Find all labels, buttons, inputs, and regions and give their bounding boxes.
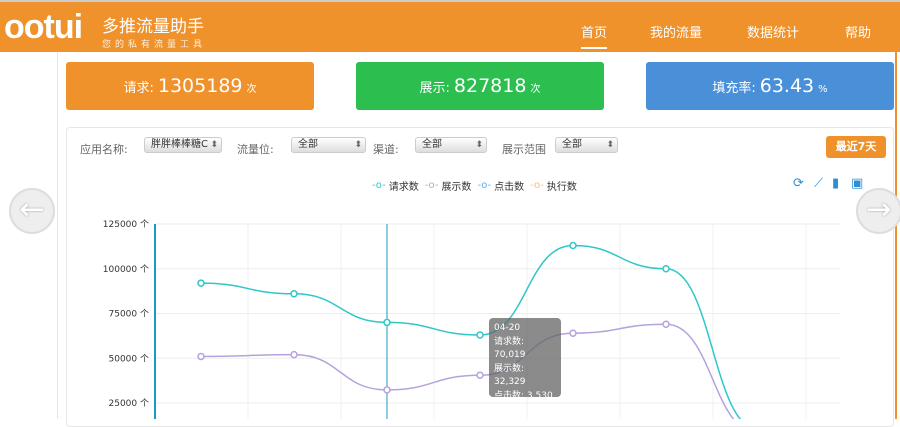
y-tick-label: 100000 个 <box>103 264 149 275</box>
brand: 多推流量助手 您的私有流量工具 <box>102 12 206 50</box>
legend-item[interactable]: -o- 点击数 <box>477 178 524 193</box>
bar-chart-icon[interactable]: ▮ <box>832 176 840 191</box>
channel-label: 渠道: <box>373 143 399 156</box>
stat-requests: 请求: 1305189 次 <box>66 62 314 110</box>
stat-label: 填充率: <box>712 81 756 96</box>
logo[interactable]: ootui <box>4 8 83 46</box>
y-tick-label: 25000 个 <box>109 398 150 409</box>
stat-fill-rate: 填充率: 63.43% <box>646 62 894 110</box>
brand-subtitle: 您的私有流量工具 <box>102 40 207 50</box>
divider <box>57 52 58 419</box>
legend-marker-icon: -o- <box>424 180 439 191</box>
chart-legend: -o- 请求数 -o- 展示数 -o- 点击数 -o- 执行数 <box>372 178 577 193</box>
data-point <box>197 279 205 287</box>
data-point <box>569 329 577 337</box>
slot-select[interactable]: 全部 <box>291 137 366 153</box>
data-point <box>476 331 484 339</box>
stat-value: 1305189 <box>157 75 243 97</box>
divider <box>895 52 897 419</box>
legend-marker-icon: -o- <box>477 180 492 191</box>
data-point <box>476 371 484 380</box>
legend-marker-icon: -o- <box>372 180 386 191</box>
brand-title: 多推流量助手 <box>102 17 204 37</box>
y-tick-label: 75000 个 <box>109 309 150 320</box>
tooltip-row: 点击数: 3,530 <box>494 390 553 401</box>
tooltip-row: 展示数: 32,329 <box>494 363 526 388</box>
y-tick-label: 125000 个 <box>103 219 149 230</box>
data-point <box>383 386 391 394</box>
tooltip-row: 请求数: 70,019 <box>494 336 526 361</box>
data-point <box>569 241 577 250</box>
legend-item[interactable]: -o- 执行数 <box>530 178 577 193</box>
app-select[interactable]: 胖胖棒棒糖C <box>144 137 222 153</box>
legend-label: 展示数 <box>441 182 472 193</box>
stat-unit: 次 <box>246 84 257 95</box>
nav-statistics[interactable]: 数据统计 <box>747 26 800 41</box>
data-point <box>662 265 670 273</box>
stat-label: 请求: <box>123 81 154 96</box>
nav-help[interactable]: 帮助 <box>845 26 872 41</box>
stat-impressions: 展示: 827818 次 <box>356 62 604 110</box>
chart-tooltip: 04-20 请求数: 70,019 展示数: 32,329 点击数: 3,530… <box>489 318 561 414</box>
data-point <box>290 290 298 298</box>
nav-home[interactable]: 首页 <box>581 22 608 49</box>
legend-item[interactable]: -o- 展示数 <box>425 178 472 193</box>
slot-label: 流量位: <box>237 143 274 156</box>
tooltip-row: 执行数: 3,285 <box>494 404 553 414</box>
line-chart-icon[interactable]: ⟋ <box>814 176 824 191</box>
data-point <box>197 352 205 361</box>
range-label: 展示范围 <box>502 143 546 156</box>
legend-label: 执行数 <box>546 182 577 193</box>
data-point <box>383 318 391 327</box>
stat-value: 63.43 <box>759 75 815 97</box>
data-point <box>290 350 298 359</box>
legend-label: 请求数 <box>388 182 419 193</box>
stat-unit: 次 <box>530 84 541 95</box>
data-point <box>662 320 670 328</box>
channel-select[interactable]: 全部 <box>415 137 487 153</box>
last-7-days-button[interactable]: 最近7天 <box>826 136 886 158</box>
stat-label: 展示: <box>419 81 450 96</box>
stat-value: 827818 <box>453 75 527 97</box>
next-arrow-button[interactable]: → <box>856 188 900 234</box>
tooltip-date: 04-20 <box>494 323 521 333</box>
legend-marker-icon: -o- <box>530 180 544 191</box>
legend-label: 点击数 <box>494 182 525 193</box>
save-icon[interactable]: ▣ <box>851 176 864 191</box>
range-select[interactable]: 全部 <box>555 137 618 153</box>
nav-my-traffic[interactable]: 我的流量 <box>650 26 703 41</box>
header: ootui 多推流量助手 您的私有流量工具 首页 我的流量 数据统计 帮助 <box>0 0 900 52</box>
prev-arrow-button[interactable]: ← <box>9 188 55 234</box>
legend-item[interactable]: -o- 请求数 <box>372 178 419 193</box>
stat-unit: % <box>818 84 828 95</box>
y-tick-label: 50000 个 <box>109 353 150 364</box>
app-label: 应用名称: <box>80 143 128 156</box>
refresh-icon[interactable]: ⟳ <box>793 176 804 191</box>
